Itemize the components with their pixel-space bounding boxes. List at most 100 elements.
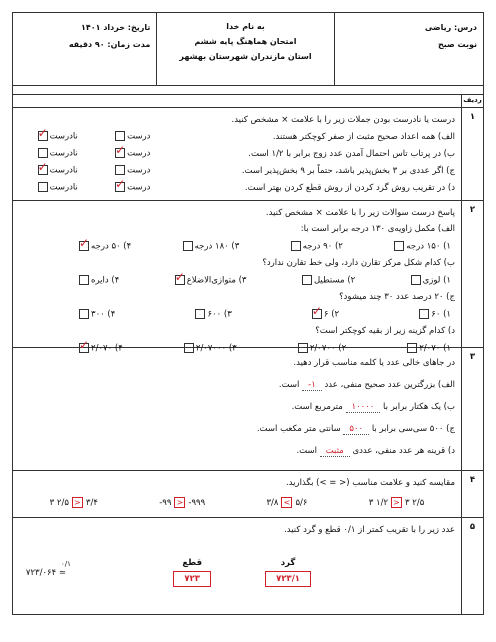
option-label: ۱) ۲/۰۷۰ bbox=[419, 343, 451, 354]
option-label: نادرست bbox=[49, 148, 78, 159]
option: ۱) ۲/۰۷۰ bbox=[407, 342, 451, 354]
checkbox bbox=[37, 160, 48, 176]
prompt: پاسخ درست سوالات زیر را با علامت × مشخص … bbox=[265, 208, 455, 218]
row-label: ردیف bbox=[461, 95, 483, 107]
text: ج) ۵۰۰ سی‌سی برابر با bbox=[371, 424, 455, 434]
checkbox bbox=[37, 148, 48, 159]
option: ۴) دایره bbox=[79, 274, 120, 286]
option: ۲) مستطیل bbox=[301, 274, 355, 285]
checkbox bbox=[37, 126, 48, 142]
right: ۳ ۲/۵ bbox=[405, 497, 425, 508]
comparison: ۳/۸ <۵/۶ bbox=[266, 496, 308, 508]
item: ج) اگر عددی بر ۳ بخش‌پذیر باشد، حتماً بر… bbox=[19, 160, 455, 179]
option-label: نادرست bbox=[49, 165, 78, 176]
options: ۱) ۱۵۰ درجه ۲) ۹۰ درجه ۳) ۱۸۰ درجه ۴) ۵۰ در… bbox=[19, 236, 455, 255]
number-group: ۰/۱ ۷۲۳/۰۶۴ ≃ bbox=[21, 560, 71, 578]
cut-group: قطع ۷۲۳ bbox=[173, 558, 211, 587]
question-number: ۱ bbox=[461, 108, 483, 200]
left: ۳/۸ bbox=[266, 497, 279, 508]
header: درس: ریاضی نوبت صبح به نام خدا امتحان هم… bbox=[13, 13, 483, 86]
answer: ۱- bbox=[302, 380, 322, 391]
item-question: ج) ۲۰ درصد عدد ۳۰ چند میشود؟ bbox=[339, 292, 455, 302]
option-label: نادرست bbox=[49, 131, 78, 142]
checkbox bbox=[79, 338, 89, 353]
option-label: نادرست bbox=[49, 182, 78, 193]
title: استان مازندران شهرستان بهشهر bbox=[179, 52, 312, 61]
text: سانتی متر مکعب است. bbox=[256, 424, 341, 434]
item-question: الف) مکمل زاویه‌ی ۱۳۰ درجه برابر است با: bbox=[300, 224, 455, 234]
option: ۱) لوزی bbox=[410, 274, 451, 285]
options: درست نادرست bbox=[19, 160, 169, 176]
question: ۲ پاسخ درست سوالات زیر را با علامت × مشخ… bbox=[13, 201, 483, 353]
option-label: درست bbox=[127, 165, 151, 176]
item: ب) در پرتاب تاس احتمال آمدن عدد زوج براب… bbox=[19, 143, 455, 162]
header-left: تاریخ: خرداد ۱۴۰۱ مدت زمان: ۹۰ دقیقه bbox=[13, 13, 156, 85]
text: است. bbox=[278, 380, 300, 390]
option-label: ۳) ۶۰۰ bbox=[207, 309, 232, 320]
sign: > bbox=[174, 496, 186, 508]
options: درست نادرست bbox=[19, 143, 169, 159]
text: مترمربع است. bbox=[291, 402, 343, 412]
options: ۱) ۶۰ ۲) ۶ ۳) ۶۰۰ ۴) ۳۰۰ bbox=[19, 304, 455, 323]
title: امتحان هماهنگ پایه ششم bbox=[194, 37, 297, 46]
option: ۳) متوازی‌الاضلاع bbox=[174, 270, 247, 286]
checkbox bbox=[419, 308, 430, 319]
option-label: درست bbox=[127, 182, 151, 193]
answer: ۱۰۰۰۰ bbox=[345, 402, 381, 413]
text: است. bbox=[296, 446, 317, 456]
option: ۱) ۱۵۰ درجه bbox=[394, 240, 451, 251]
question: ۱ درست یا نادرست بودن جملات زیر را با عل… bbox=[13, 108, 483, 201]
option-label: ۴) دایره bbox=[91, 275, 120, 286]
option-label: ۳) متوازی‌الاضلاع bbox=[186, 275, 247, 286]
item: د) در تقریب روش گرد کردن از روش قطع کردن… bbox=[19, 177, 455, 196]
option: ۴) ۳۰۰ bbox=[79, 308, 115, 319]
options: ۱) ۲/۰۷۰ ۲) ۲/۰۷۰۰ ۳) ۲/۰۷۰۰۰ ۴) ۲/۰۷۰ bbox=[19, 338, 455, 357]
title: به نام خدا bbox=[226, 22, 265, 31]
checkbox bbox=[37, 182, 48, 193]
checkbox bbox=[174, 270, 185, 285]
round-answer: ۷۲۳/۱ bbox=[265, 571, 311, 587]
option: ۳) ۶۰۰ bbox=[195, 308, 232, 320]
options: درست نادرست bbox=[19, 177, 169, 193]
option: ۴) ۲/۰۷۰ bbox=[79, 338, 123, 353]
round-group: گرد ۷۲۳/۱ bbox=[265, 558, 311, 587]
statement: ج) اگر عددی بر ۳ بخش‌پذیر باشد، حتماً بر… bbox=[241, 165, 455, 176]
statement: ب) در پرتاب تاس احتمال آمدن عدد زوج براب… bbox=[248, 148, 455, 159]
option: نادرست bbox=[37, 160, 78, 176]
sign: > bbox=[71, 496, 83, 508]
option: درست bbox=[115, 177, 151, 193]
checkbox bbox=[407, 342, 418, 353]
checkbox bbox=[115, 177, 125, 193]
options: ۱) لوزی ۲) مستطیل ۳) متوازی‌الاضلاع ۴) دایر… bbox=[19, 270, 455, 289]
question-body: عدد زیر را با تقریب کمتر از ۰/۱ قطع و گر… bbox=[13, 518, 461, 614]
header-middle: به نام خدا امتحان هماهنگ پایه ششم استان … bbox=[156, 13, 333, 85]
answer: مثبت bbox=[319, 446, 350, 457]
right: -۹۹۹ bbox=[188, 497, 206, 508]
exam-sheet: درس: ریاضی نوبت صبح به نام خدا امتحان هم… bbox=[12, 12, 484, 615]
item: ج) ۵۰۰ سی‌سی برابر با ۵۰۰ سانتی متر مکعب… bbox=[19, 418, 455, 440]
sign: > bbox=[391, 496, 403, 508]
question-body: مقایسه کنید و علامت مناسب (< = >) بگذاری… bbox=[13, 471, 461, 517]
question-body: درست یا نادرست بودن جملات زیر را با علام… bbox=[13, 108, 461, 200]
item-question: ب) کدام شکل مرکز تقارن دارد، ولی خط تقار… bbox=[262, 258, 455, 268]
row-header: ردیف bbox=[13, 95, 483, 108]
checkbox bbox=[115, 165, 126, 176]
question-body: در جاهای خالی عدد یا کلمه مناسب قرار دهی… bbox=[13, 348, 461, 470]
option: نادرست bbox=[37, 148, 78, 159]
statement: د) در تقریب روش گرد کردن از روش قطع کردن… bbox=[244, 182, 455, 193]
checkbox bbox=[290, 240, 301, 251]
checkbox bbox=[394, 240, 405, 251]
item: د) قرینه هر عدد منفی، عددی مثبت است. bbox=[19, 440, 455, 462]
cut-label: قطع bbox=[182, 558, 203, 568]
number: ۷۲۳/۰۶۴ ≃ bbox=[25, 568, 66, 578]
checkbox bbox=[115, 143, 125, 159]
question: ۵ عدد زیر را با تقریب کمتر از ۰/۱ قطع و … bbox=[13, 518, 483, 614]
right: ۵/۶ bbox=[295, 497, 308, 508]
checkbox bbox=[311, 304, 322, 319]
checkbox bbox=[195, 308, 206, 319]
comparison: ۳ ۱/۲ >۳ ۲/۵ bbox=[368, 496, 425, 508]
left: ۳ ۱/۲ bbox=[368, 497, 389, 508]
checkbox bbox=[79, 274, 89, 285]
checkbox bbox=[183, 342, 194, 353]
option: ۳) ۲/۰۷۰۰۰ bbox=[183, 342, 237, 353]
